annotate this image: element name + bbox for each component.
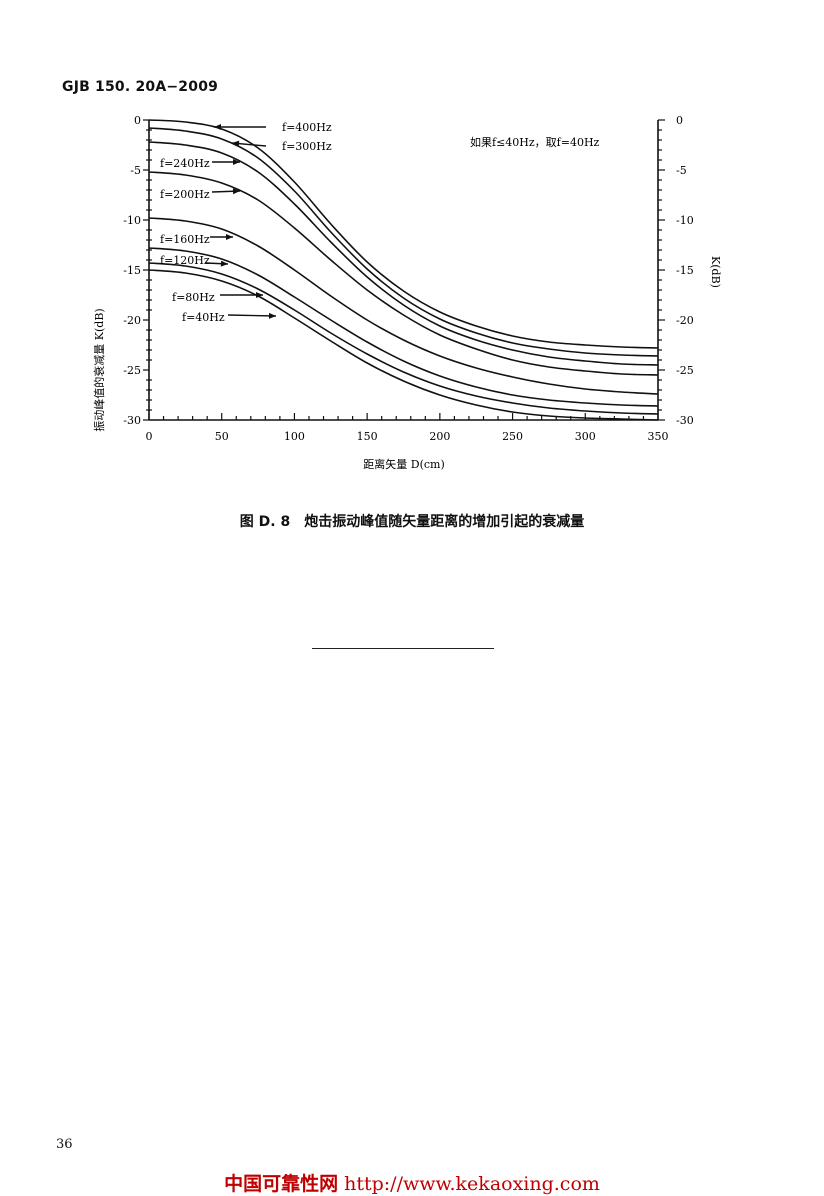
series-arrowhead: [232, 140, 240, 147]
attenuation-chart: 0 0 -5 -5 -10 -10 -15 -15 -20 -20 -25 -25 -30 -30 0 50 1…: [92, 114, 722, 471]
series-line-f160hz: [148, 217, 659, 395]
series-arrowhead: [268, 312, 276, 319]
series-label: f=40Hz: [182, 311, 225, 324]
end-rule: [312, 648, 494, 649]
site-footer: 中国可靠性网 http://www.kekaoxing.com: [0, 1169, 824, 1196]
figure-caption: 图 D. 8 炮击振动峰值随矢量距离的增加引起的衰减量: [0, 511, 824, 531]
y-axis-label-right: K(dB): [709, 256, 722, 288]
y-tick-label-right: -10: [676, 214, 694, 227]
chart-labels: 0 0 -5 -5 -10 -10 -15 -15 -20 -20 -25 -25 -30 -30 0 50 1…: [123, 114, 693, 443]
y-tick-label-right: -5: [676, 164, 687, 177]
series-label: f=160Hz: [160, 233, 210, 246]
y-tick-label: -10: [123, 214, 141, 227]
x-tick-label: 200: [429, 430, 450, 443]
y-tick-label-right: 0: [676, 114, 683, 127]
y-tick-label: -15: [123, 264, 141, 277]
y-tick-label-right: -30: [676, 414, 694, 427]
x-tick-label: 250: [502, 430, 523, 443]
series-label: f=400Hz: [282, 121, 332, 134]
x-tick-label: 0: [146, 430, 153, 443]
series-line-f120hz: [148, 247, 659, 407]
series-arrowhead: [226, 234, 233, 240]
x-tick-label: 150: [357, 430, 378, 443]
series-arrowhead: [220, 260, 228, 267]
series-label: f=120Hz: [160, 254, 210, 267]
site-url[interactable]: http://www.kekaoxing.com: [344, 1173, 600, 1195]
series-label: f=240Hz: [160, 157, 210, 170]
chart-axes: [143, 119, 665, 421]
x-tick-label: 50: [215, 430, 229, 443]
x-tick-label: 300: [575, 430, 596, 443]
chart-curves: [148, 119, 659, 421]
series-line-f40hz: [148, 269, 659, 421]
series-label: f=80Hz: [172, 291, 215, 304]
y-axis-label: 振动峰值的衰减量 K(dB): [92, 308, 106, 431]
x-tick-label: 350: [648, 430, 669, 443]
y-tick-label: -5: [130, 164, 141, 177]
series-arrowhead: [233, 159, 240, 165]
series-line-f400hz: [148, 119, 659, 349]
x-axis-label: 距离矢量 D(cm): [363, 457, 445, 471]
site-name[interactable]: 中国可靠性网: [224, 1173, 339, 1195]
series-arrowhead: [232, 188, 240, 195]
y-tick-label: -25: [123, 364, 141, 377]
y-tick-label: -30: [123, 414, 141, 427]
y-tick-label: 0: [134, 114, 141, 127]
chart-annotation: 如果f≤40Hz，取f=40Hz: [470, 135, 600, 149]
y-tick-label: -20: [123, 314, 141, 327]
figure-title: 炮击振动峰值随矢量距离的增加引起的衰减量: [304, 514, 585, 530]
y-tick-label-right: -20: [676, 314, 694, 327]
series-arrowhead: [256, 292, 263, 298]
series-line-f240hz: [148, 141, 659, 366]
page-number: 36: [56, 1137, 73, 1152]
x-tick-label: 100: [284, 430, 305, 443]
figure-number: 图 D. 8: [239, 514, 291, 530]
y-tick-label-right: -25: [676, 364, 694, 377]
series-line-f200hz: [148, 171, 659, 376]
series-label: f=300Hz: [282, 140, 332, 153]
series-arrow: [227, 314, 277, 317]
series-arrowhead: [214, 124, 221, 130]
series-label: f=200Hz: [160, 188, 210, 201]
y-tick-label-right: -15: [676, 264, 694, 277]
series-line-f80hz: [148, 262, 659, 415]
document-id: GJB 150. 20A−2009: [62, 79, 219, 95]
